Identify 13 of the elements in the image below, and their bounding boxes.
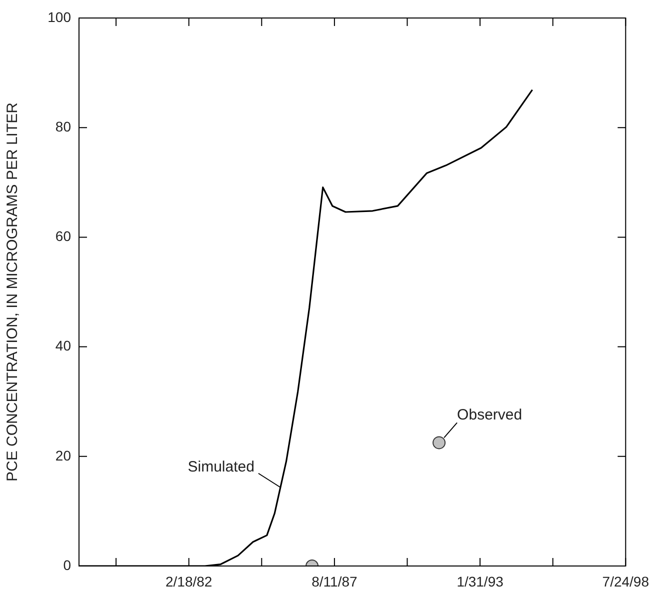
series-label: Observed — [457, 406, 522, 424]
y-tick-label: 0 — [63, 556, 72, 573]
y-axis-title: PCE CONCENTRATION, IN MICROGRAMS PER LITER — [4, 102, 22, 482]
y-tick-label: 80 — [55, 118, 72, 134]
y-tick-label: 100 — [48, 8, 72, 25]
y-tick-label: 60 — [55, 228, 72, 244]
series-label: Simulated — [188, 458, 254, 476]
x-tick-label: 1/31/93 — [456, 573, 504, 590]
y-tick-label: 20 — [55, 447, 72, 464]
x-tick-label: 2/18/82 — [165, 573, 212, 590]
y-tick-label: 40 — [55, 338, 72, 354]
x-tick-label: 8/11/87 — [312, 573, 358, 590]
x-tick-label: 7/24/98 — [602, 573, 650, 590]
